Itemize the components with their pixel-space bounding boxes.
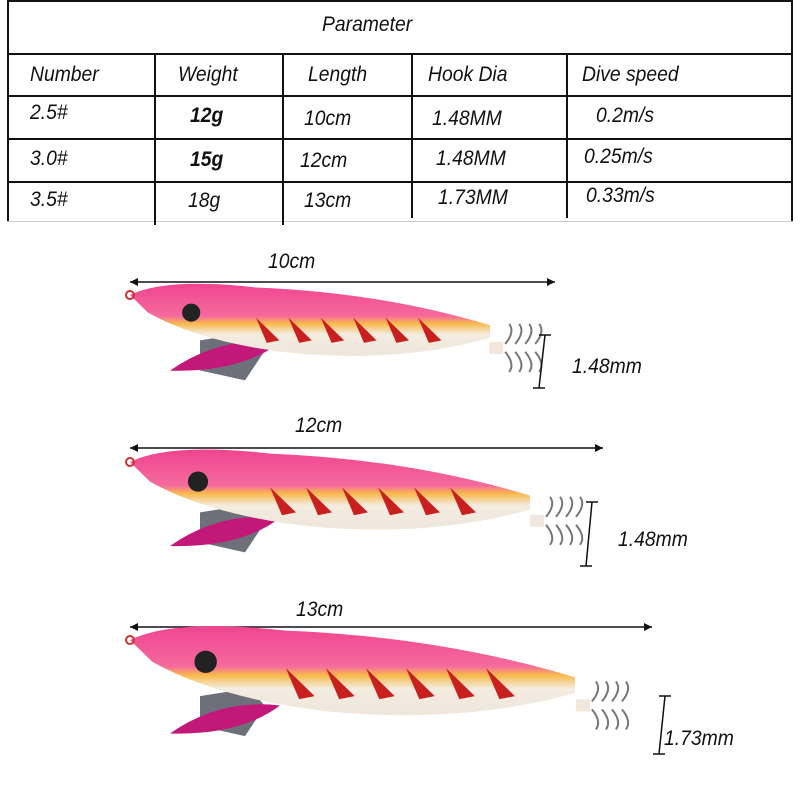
squid-hook xyxy=(504,323,513,373)
feather-tail xyxy=(170,341,280,371)
stripe xyxy=(306,487,332,516)
cell: 1.48MM xyxy=(436,147,506,170)
arrow-head xyxy=(130,278,138,286)
arrow-head xyxy=(547,278,555,286)
squid-hook xyxy=(575,496,584,546)
lure-3-length-label: 13cm xyxy=(296,598,344,621)
cell: 13cm xyxy=(304,189,352,212)
eye xyxy=(187,471,209,492)
stripe xyxy=(405,668,435,700)
cell: 2.5# xyxy=(30,101,68,124)
stripe xyxy=(378,487,404,516)
line-eye-ring xyxy=(125,457,135,467)
stripe xyxy=(385,317,409,343)
cell: 1.48MM xyxy=(432,107,502,130)
feather-tail xyxy=(170,516,280,547)
lure-2-hook-label: 1.48mm xyxy=(618,528,688,551)
eye xyxy=(194,650,217,674)
squid-hook xyxy=(565,496,574,546)
table-title: Parameter xyxy=(322,13,413,36)
table-border xyxy=(7,95,793,97)
lure-1-hook-label: 1.48mm xyxy=(572,355,642,378)
hook-base xyxy=(489,341,504,354)
cell: 12cm xyxy=(300,149,348,172)
eye xyxy=(182,303,201,322)
stripe xyxy=(445,668,475,700)
table-border xyxy=(411,55,413,218)
squid-hook xyxy=(611,680,620,731)
stripe xyxy=(320,317,345,343)
stripe xyxy=(365,668,395,700)
table-border xyxy=(7,181,793,183)
arrow-head xyxy=(644,623,652,631)
table-border xyxy=(566,55,568,218)
table-border xyxy=(154,55,156,225)
lure-body xyxy=(130,449,530,530)
hook-dia-bracket xyxy=(658,695,666,755)
lure-2-length-label: 12cm xyxy=(295,414,343,437)
squid-hook xyxy=(621,680,630,731)
squid-hook xyxy=(524,323,533,373)
table-border xyxy=(7,0,793,2)
header-hook-dia: Hook Dia xyxy=(428,63,508,86)
stripe xyxy=(288,317,312,343)
squid-hook xyxy=(591,680,600,731)
stripe xyxy=(353,317,377,343)
lure-body xyxy=(130,626,575,716)
stripe xyxy=(325,668,355,700)
line-eye-ring xyxy=(125,635,135,645)
cell: 12g xyxy=(190,104,224,127)
lure-body xyxy=(130,283,490,356)
squid-hook xyxy=(601,680,610,731)
squid-hook xyxy=(514,323,523,373)
table-border xyxy=(7,221,793,222)
stripe xyxy=(270,487,296,516)
stripe xyxy=(342,487,368,516)
feather-tail xyxy=(170,704,280,734)
stripe xyxy=(486,668,515,700)
cell: 0.33m/s xyxy=(586,184,655,207)
arrow-head xyxy=(595,444,603,452)
cell: 15g xyxy=(190,148,224,171)
stripe xyxy=(414,487,440,516)
hook-base xyxy=(575,699,590,712)
stripe xyxy=(256,317,280,343)
table-border xyxy=(7,0,9,222)
stripe xyxy=(285,668,315,700)
cell: 18g xyxy=(188,189,221,212)
header-weight: Weight xyxy=(178,63,238,86)
header-length: Length xyxy=(308,63,368,86)
lure-1-length-label: 10cm xyxy=(268,250,316,273)
squid-hook xyxy=(534,323,543,373)
stripe xyxy=(450,487,476,516)
cell: 1.73MM xyxy=(438,186,508,209)
cell: 10cm xyxy=(304,107,352,130)
header-dive-speed: Dive speed xyxy=(582,63,679,86)
stripe xyxy=(418,317,442,343)
squid-hook xyxy=(545,496,554,546)
table-border xyxy=(7,53,793,55)
lure-3-hook-label: 1.73mm xyxy=(664,727,734,750)
arrow-head xyxy=(130,623,138,631)
cell: 0.25m/s xyxy=(584,145,653,168)
hook-dia-bracket xyxy=(585,501,593,567)
hook-base xyxy=(530,514,544,527)
cell: 0.2m/s xyxy=(596,104,654,127)
table-border xyxy=(7,138,793,140)
header-number: Number xyxy=(30,63,99,86)
arrow-head xyxy=(130,444,138,452)
hook-dia-bracket xyxy=(538,334,546,389)
table-border xyxy=(282,55,284,225)
squid-hook xyxy=(555,496,564,546)
line-eye-ring xyxy=(125,290,135,300)
cell: 3.5# xyxy=(30,188,68,211)
table-border xyxy=(791,0,793,222)
cell: 3.0# xyxy=(30,147,68,170)
